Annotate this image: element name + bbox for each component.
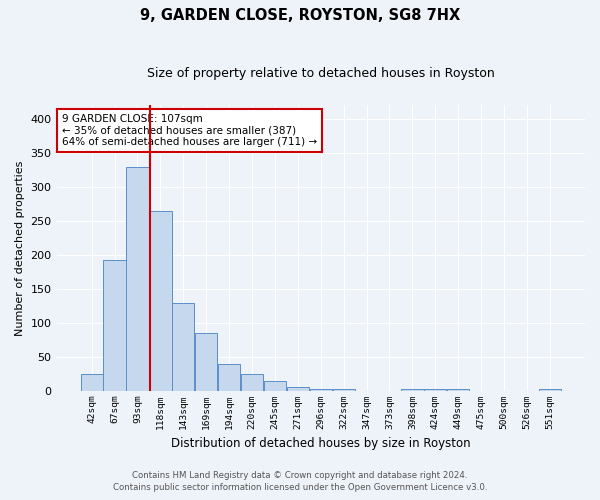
Bar [264, 381, 286, 392]
Bar [218, 364, 240, 392]
Bar [332, 390, 355, 392]
X-axis label: Distribution of detached houses by size in Royston: Distribution of detached houses by size … [171, 437, 470, 450]
Bar [310, 388, 332, 392]
Title: Size of property relative to detached houses in Royston: Size of property relative to detached ho… [147, 68, 494, 80]
Bar [447, 388, 469, 392]
Bar [103, 260, 125, 392]
Bar [149, 211, 172, 392]
Bar [287, 388, 309, 392]
Bar [401, 388, 424, 392]
Text: 9 GARDEN CLOSE: 107sqm
← 35% of detached houses are smaller (387)
64% of semi-de: 9 GARDEN CLOSE: 107sqm ← 35% of detached… [62, 114, 317, 147]
Bar [539, 390, 561, 392]
Y-axis label: Number of detached properties: Number of detached properties [15, 160, 25, 336]
Bar [241, 374, 263, 392]
Bar [172, 303, 194, 392]
Text: Contains HM Land Registry data © Crown copyright and database right 2024.
Contai: Contains HM Land Registry data © Crown c… [113, 471, 487, 492]
Bar [195, 334, 217, 392]
Bar [127, 166, 149, 392]
Text: 9, GARDEN CLOSE, ROYSTON, SG8 7HX: 9, GARDEN CLOSE, ROYSTON, SG8 7HX [140, 8, 460, 22]
Bar [424, 388, 446, 392]
Bar [80, 374, 103, 392]
